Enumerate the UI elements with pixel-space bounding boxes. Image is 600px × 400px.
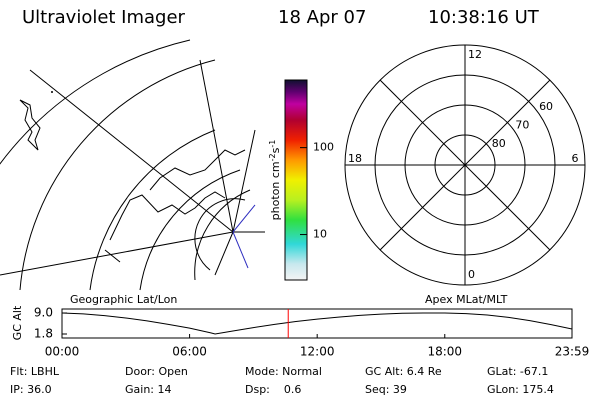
polar-label: Apex MLat/MLT <box>425 293 508 306</box>
polar-spoke <box>464 79 551 166</box>
info-field: GLat: -67.1 <box>487 365 548 378</box>
ring-label: 70 <box>515 119 529 132</box>
info-field: GC Alt: 6.4 Re <box>365 365 442 378</box>
y-tick-label: 9.0 <box>34 306 53 320</box>
ring-label: 80 <box>492 137 506 150</box>
info-field: Dsp: 0.6 <box>245 383 301 396</box>
x-tick-label: 00:00 <box>45 345 80 359</box>
polar-spoke <box>379 164 466 251</box>
info-field: Seq: 39 <box>365 383 407 396</box>
map-label: Geographic Lat/Lon <box>70 293 177 306</box>
colorbar-tick-label: 10 <box>313 228 327 241</box>
x-tick-label: 23:59 <box>555 345 590 359</box>
x-tick-label: 06:00 <box>172 345 207 359</box>
colorbar <box>284 79 308 281</box>
info-field: Gain: 14 <box>125 383 172 396</box>
info-field: Flt: LBHL <box>10 365 60 378</box>
colorbar-tick-label: 100 <box>313 141 334 154</box>
altitude-line <box>61 312 573 335</box>
y-axis-label: GC Alt <box>11 305 24 340</box>
mlt-label: 18 <box>348 152 362 165</box>
info-field: Mode: Normal <box>245 365 322 378</box>
info-field: GLon: 175.4 <box>487 383 554 396</box>
plot-frame <box>61 308 573 339</box>
ring-label: 60 <box>539 100 553 113</box>
info-field: Door: Open <box>125 365 188 378</box>
mlt-label: 0 <box>468 268 475 281</box>
x-tick-label: 18:00 <box>427 345 462 359</box>
info-field: IP: 36.0 <box>10 383 52 396</box>
time: 10:38:16 UT <box>428 7 540 28</box>
mlt-label: 6 <box>572 152 579 165</box>
mlt-label: 12 <box>468 48 482 61</box>
colorbar-label: photon cm-2s-1 <box>268 140 283 221</box>
title: Ultraviolet Imager <box>22 7 186 28</box>
y-tick-label: 1.8 <box>34 327 53 341</box>
x-tick-label: 12:00 <box>300 345 335 359</box>
polar-spoke <box>379 79 466 166</box>
polar-spoke <box>464 164 551 251</box>
date: 18 Apr 07 <box>278 7 366 28</box>
geo-map <box>0 39 265 291</box>
